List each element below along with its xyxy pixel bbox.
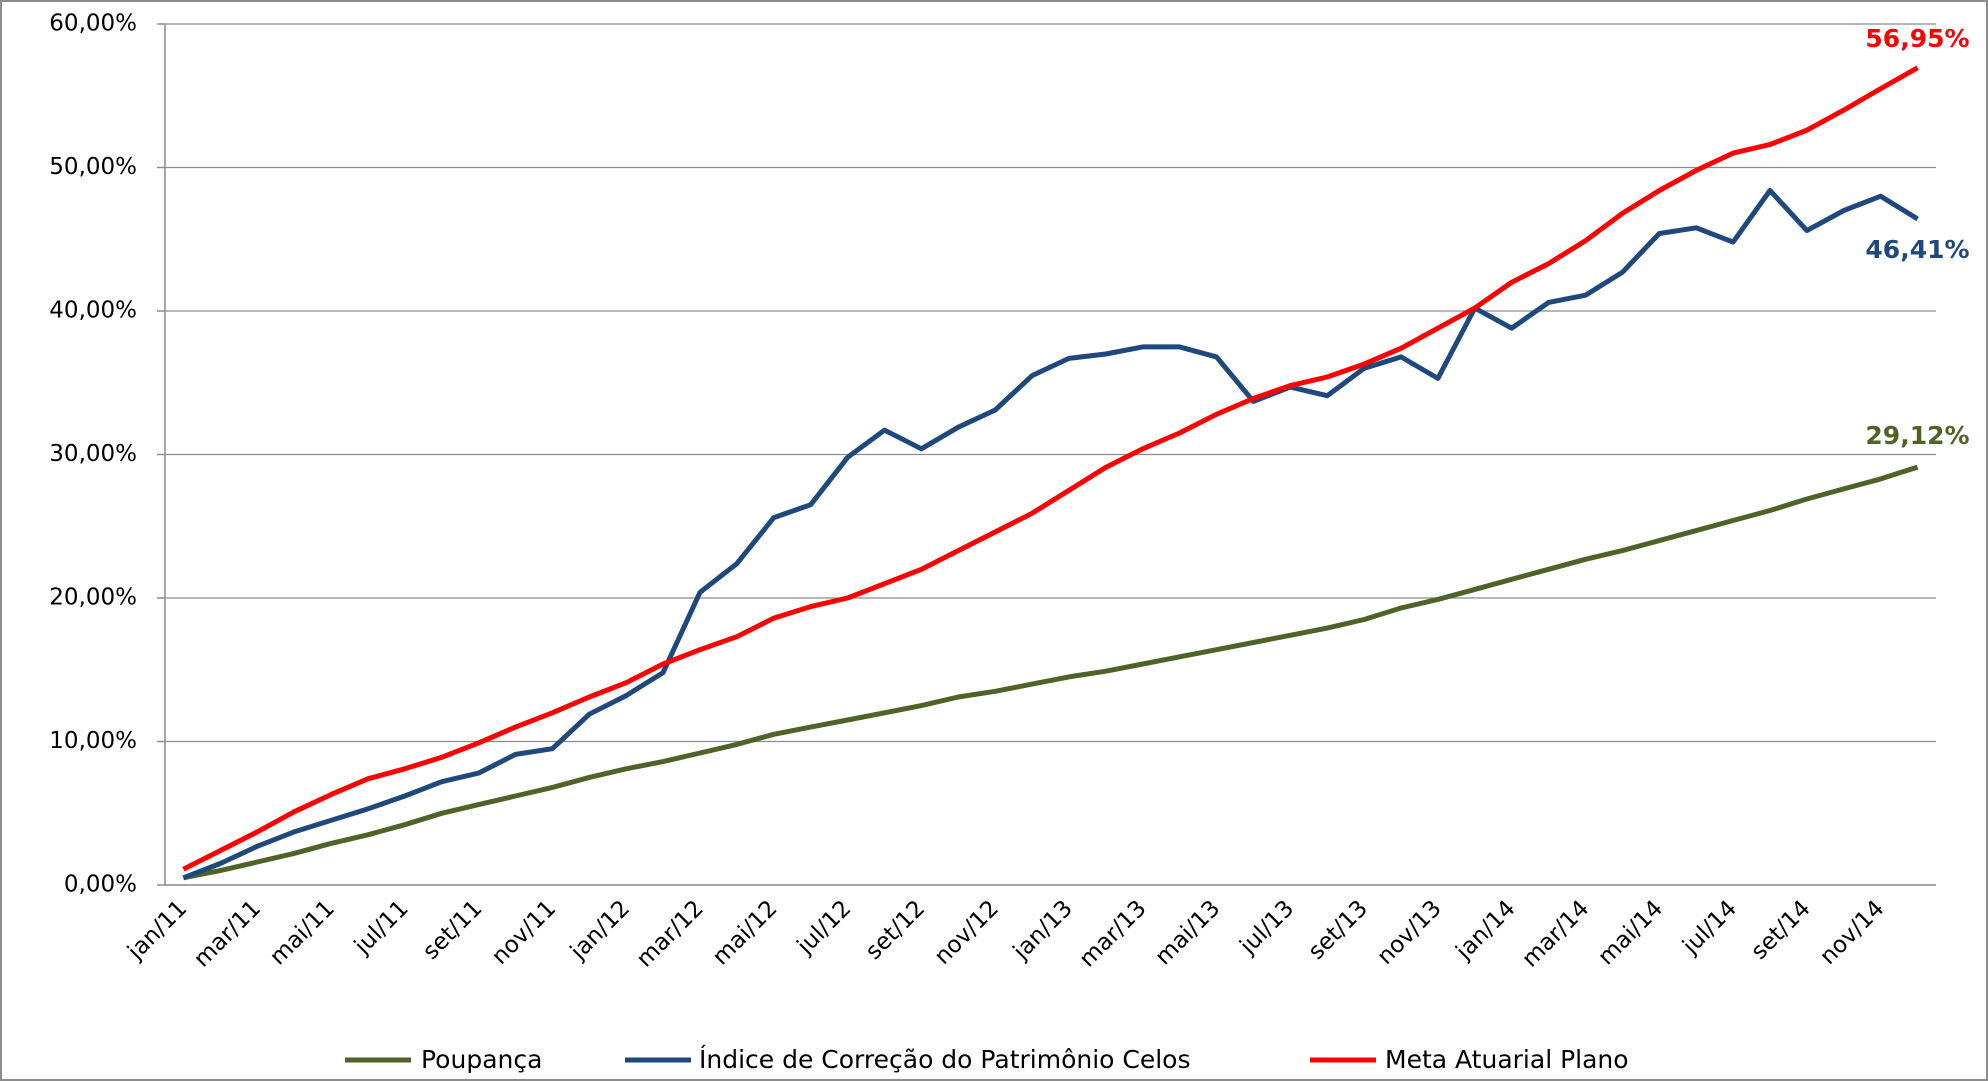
legend-label: Índice de Correção do Patrimônio Celos [699,1045,1191,1074]
series-line [182,188,1919,881]
y-tick-label: 0,00% [64,872,137,898]
legend-label: Meta Atuarial Plano [1385,1045,1629,1074]
y-tick-label: 40,00% [49,298,137,324]
data-label: 46,41% [1865,235,1969,264]
legend-label: Poupança [421,1045,542,1074]
series-line [182,65,1919,872]
y-tick-label: 10,00% [49,728,137,754]
data-label: 29,12% [1865,421,1969,450]
y-tick-label: 20,00% [49,585,137,611]
series-line [182,464,1919,881]
y-tick-label: 30,00% [49,441,137,467]
data-label: 56,95% [1865,24,1969,53]
y-tick-label: 50,00% [49,154,137,180]
y-tick-label: 60,00% [49,11,137,37]
